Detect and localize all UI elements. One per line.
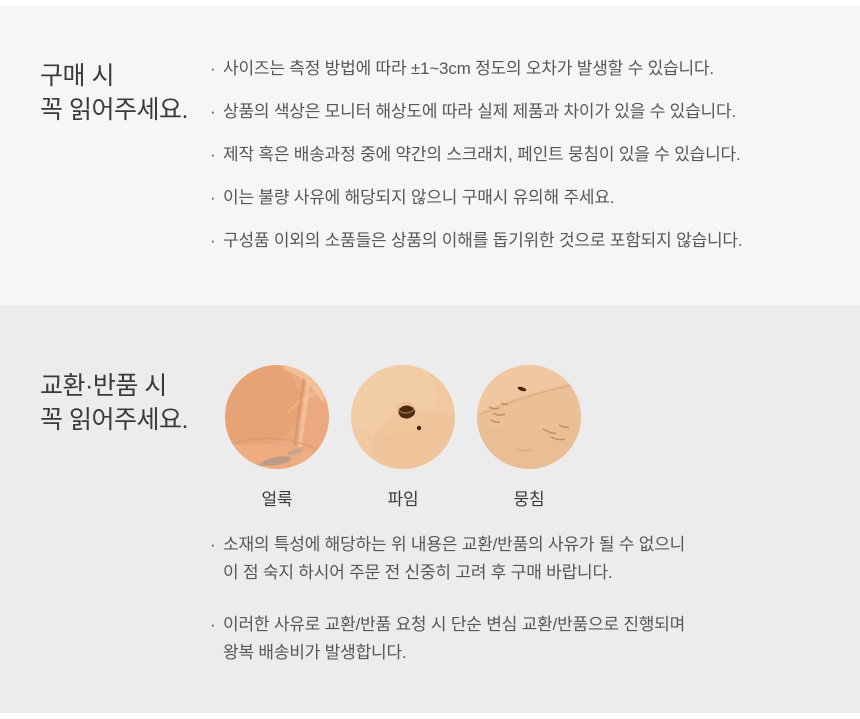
stain-photo [225, 365, 329, 469]
defect-label-clump: 뭉침 [513, 490, 545, 509]
notice-item: · 이러한 사유로 교환/반품 요청 시 단순 변심 교환/반품으로 진행되며 … [210, 611, 685, 667]
defect-example-dent: 파임 [351, 365, 455, 510]
notice-item: · 이는 불량 사유에 해당되지 않으니 구매시 유의해 주세요. [210, 185, 742, 211]
notice-text: 상품의 색상은 모니터 해상도에 따라 실제 제품과 차이가 있을 수 있습니다… [223, 102, 736, 121]
notice-item: · 제작 혹은 배송과정 중에 약간의 스크래치, 페인트 뭉침이 있을 수 있… [210, 142, 742, 168]
notice-item: · 구성품 이외의 소품들은 상품의 이해를 돕기위한 것으로 포함되지 않습니… [210, 228, 743, 254]
exchange-notice-list: · 소재의 특성에 해당하는 위 내용은 교환/반품의 사유가 될 수 없으니 … [210, 531, 685, 691]
notice-text: 소재의 특성에 해당하는 위 내용은 교환/반품의 사유가 될 수 없으니 이 … [223, 535, 686, 582]
notice-text: 제작 혹은 배송과정 중에 약간의 스크래치, 페인트 뭉침이 있을 수 있습니… [223, 145, 741, 164]
exchange-return-notice-section: 교환·반품 시 꼭 읽어주세요. [0, 305, 860, 713]
defect-example-stain: 얼룩 [225, 365, 329, 510]
notice-text: 이러한 사유로 교환/반품 요청 시 단순 변심 교환/반품으로 진행되며 왕복… [223, 615, 686, 662]
purchase-notice-list: · 사이즈는 측정 방법에 따라 ±1~3cm 정도의 오차가 발생할 수 있습… [210, 56, 743, 271]
notice-item: · 사이즈는 측정 방법에 따라 ±1~3cm 정도의 오차가 발생할 수 있습… [210, 56, 742, 82]
bullet-dot: · [210, 535, 216, 554]
bullet-dot: · [210, 59, 216, 78]
bullet-dot: · [210, 145, 216, 164]
bullet-dot: · [210, 188, 216, 207]
notice-item: · 상품의 색상은 모니터 해상도에 따라 실제 제품과 차이가 있을 수 있습… [210, 99, 742, 125]
bullet-dot: · [210, 231, 216, 250]
exchange-notice-heading: 교환·반품 시 꼭 읽어주세요. [40, 372, 188, 434]
bullet-dot: · [210, 615, 216, 634]
notice-text: 구성품 이외의 소품들은 상품의 이해를 돕기위한 것으로 포함되지 않습니다. [223, 231, 743, 250]
defect-label-stain: 얼룩 [261, 490, 293, 509]
notice-text: 사이즈는 측정 방법에 따라 ±1~3cm 정도의 오차가 발생할 수 있습니다… [223, 59, 714, 78]
purchase-notice-heading: 구매 시 꼭 읽어주세요. [40, 62, 188, 124]
dent-photo [351, 365, 455, 469]
notice-item: · 소재의 특성에 해당하는 위 내용은 교환/반품의 사유가 될 수 없으니 … [210, 531, 685, 587]
notice-text: 이는 불량 사유에 해당되지 않으니 구매시 유의해 주세요. [223, 188, 615, 207]
defect-example-clump: 뭉침 [477, 365, 581, 510]
defect-examples-row: 얼룩 파임 [225, 365, 581, 510]
clump-photo [477, 365, 581, 469]
defect-label-dent: 파임 [387, 490, 419, 509]
bullet-dot: · [210, 102, 216, 121]
purchase-notice-section: 구매 시 꼭 읽어주세요. · 사이즈는 측정 방법에 따라 ±1~3cm 정도… [0, 6, 860, 305]
